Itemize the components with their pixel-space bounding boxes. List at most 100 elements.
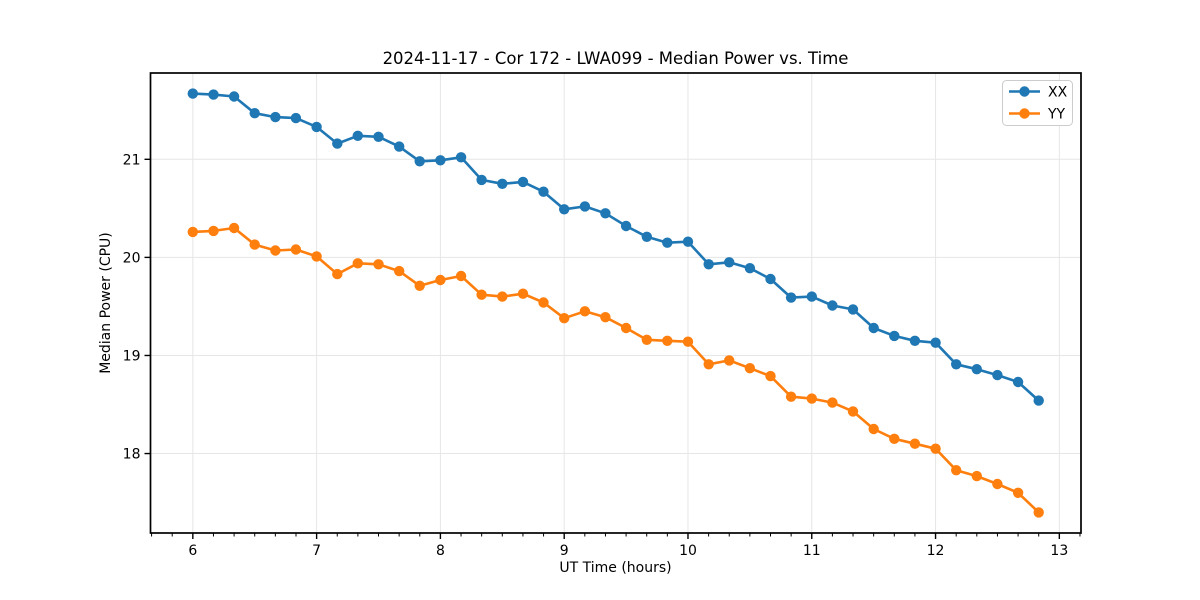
series-xx-point	[765, 273, 776, 285]
series-xx-point	[414, 156, 425, 167]
series-xx-point	[641, 231, 652, 242]
legend-marker-yy	[1019, 108, 1030, 119]
series-yy-point	[579, 306, 591, 317]
x-tick-label: 7	[312, 543, 321, 559]
series-yy-point	[827, 397, 838, 408]
series-yy-point	[806, 393, 817, 404]
series-xx-point	[600, 208, 611, 219]
series-yy-point	[971, 470, 982, 482]
series-yy-point	[311, 251, 322, 262]
x-tick-label: 11	[803, 543, 821, 559]
x-tick-label: 13	[1050, 543, 1068, 559]
x-tick-label: 9	[560, 543, 569, 559]
series-xx-point	[806, 291, 817, 302]
series-yy-point	[951, 465, 962, 476]
legend-label-yy: YY	[1047, 107, 1066, 123]
y-tick-label: 19	[123, 348, 141, 364]
series-yy-point	[290, 244, 302, 255]
series-xx-point	[290, 112, 302, 124]
series-yy-point	[682, 336, 694, 347]
series-xx-point	[311, 121, 322, 133]
series-yy-point	[517, 288, 529, 299]
series-yy-point	[724, 355, 735, 366]
series-yy-point	[394, 265, 405, 277]
series-xx-point	[270, 111, 281, 123]
series-xx-point	[517, 176, 529, 188]
series-xx-point	[208, 89, 219, 100]
x-tick-label: 12	[927, 543, 945, 559]
series-yy-point	[187, 226, 198, 238]
series-yy-point	[620, 322, 632, 334]
series-yy-point	[785, 391, 797, 402]
series-yy-point	[930, 443, 941, 454]
series-xx-point	[971, 364, 982, 375]
series-xx-point	[682, 236, 694, 247]
series-yy-point	[641, 334, 652, 345]
tick-label-layer: 6 7 8 9 10 11 12 13 18 19 20 21	[123, 152, 1069, 559]
x-tick-label: 8	[436, 543, 445, 559]
series-yy-point	[1012, 487, 1024, 498]
series-xx-point	[662, 237, 673, 248]
series-xx-point	[228, 91, 240, 102]
series-yy-point	[332, 268, 343, 280]
series-xx-point	[497, 178, 508, 189]
series-yy-point	[992, 478, 1003, 490]
y-tick-label: 18	[123, 447, 141, 463]
series-yy-point	[889, 433, 900, 444]
series-yy-point	[538, 297, 549, 308]
series-xx-point	[538, 186, 549, 197]
series-yy-point	[435, 274, 446, 286]
series-xx-point	[847, 304, 859, 315]
series-xx-point	[992, 369, 1003, 381]
series-yy-point	[559, 313, 570, 324]
series-xx-line	[191, 92, 1040, 402]
series-xx-point	[1033, 395, 1044, 406]
x-axis-label: UT Time (hours)	[559, 560, 671, 576]
series-yy-point	[703, 359, 714, 370]
series-xx-point	[785, 292, 797, 303]
series-xx-point	[703, 259, 714, 270]
series-xx-point	[187, 88, 198, 99]
series-yy-point	[249, 239, 260, 250]
series-yy-point	[414, 280, 425, 291]
series-yy-line	[191, 226, 1040, 514]
series-yy-point	[373, 259, 384, 270]
series-yy-point	[1033, 507, 1044, 518]
y-tick-label: 21	[123, 152, 141, 168]
series-yy-point	[765, 370, 776, 382]
series-xx-point	[744, 263, 756, 274]
y-tick-label: 20	[123, 250, 141, 266]
series-yy-point	[497, 291, 508, 302]
series-xx-point	[332, 138, 343, 149]
legend: XX YY	[1002, 80, 1073, 126]
series-xx-point	[827, 300, 838, 311]
series-yy-point	[455, 270, 467, 282]
series-yy-point	[228, 222, 240, 234]
series-layer	[187, 88, 1044, 518]
series-xx-point	[868, 322, 879, 334]
x-tick-label: 10	[679, 543, 697, 559]
series-yy-point	[868, 423, 879, 435]
series-yy-point	[208, 225, 219, 237]
axes-layer	[144, 72, 1082, 539]
series-xx-point	[394, 141, 405, 152]
series-yy-point	[847, 406, 859, 417]
legend-label-xx: XX	[1048, 85, 1068, 101]
x-tick-label: 6	[188, 543, 197, 559]
series-xx-point	[889, 330, 900, 342]
series-yy-point	[600, 312, 611, 323]
plot-spines	[149, 72, 1082, 534]
series-xx-point	[352, 130, 363, 141]
series-xx-point	[455, 152, 467, 163]
chart-title: 2024-11-17 - Cor 172 - LWA099 - Median P…	[383, 49, 849, 68]
series-xx-point	[249, 108, 260, 119]
legend-marker-xx	[1019, 86, 1030, 97]
series-xx-point	[373, 131, 384, 142]
y-axis-label: Median Power (CPU)	[98, 232, 114, 374]
series-yy-point	[744, 363, 756, 374]
series-xx-point	[1012, 376, 1024, 388]
series-xx-point	[579, 201, 591, 212]
series-xx-point	[559, 204, 570, 215]
